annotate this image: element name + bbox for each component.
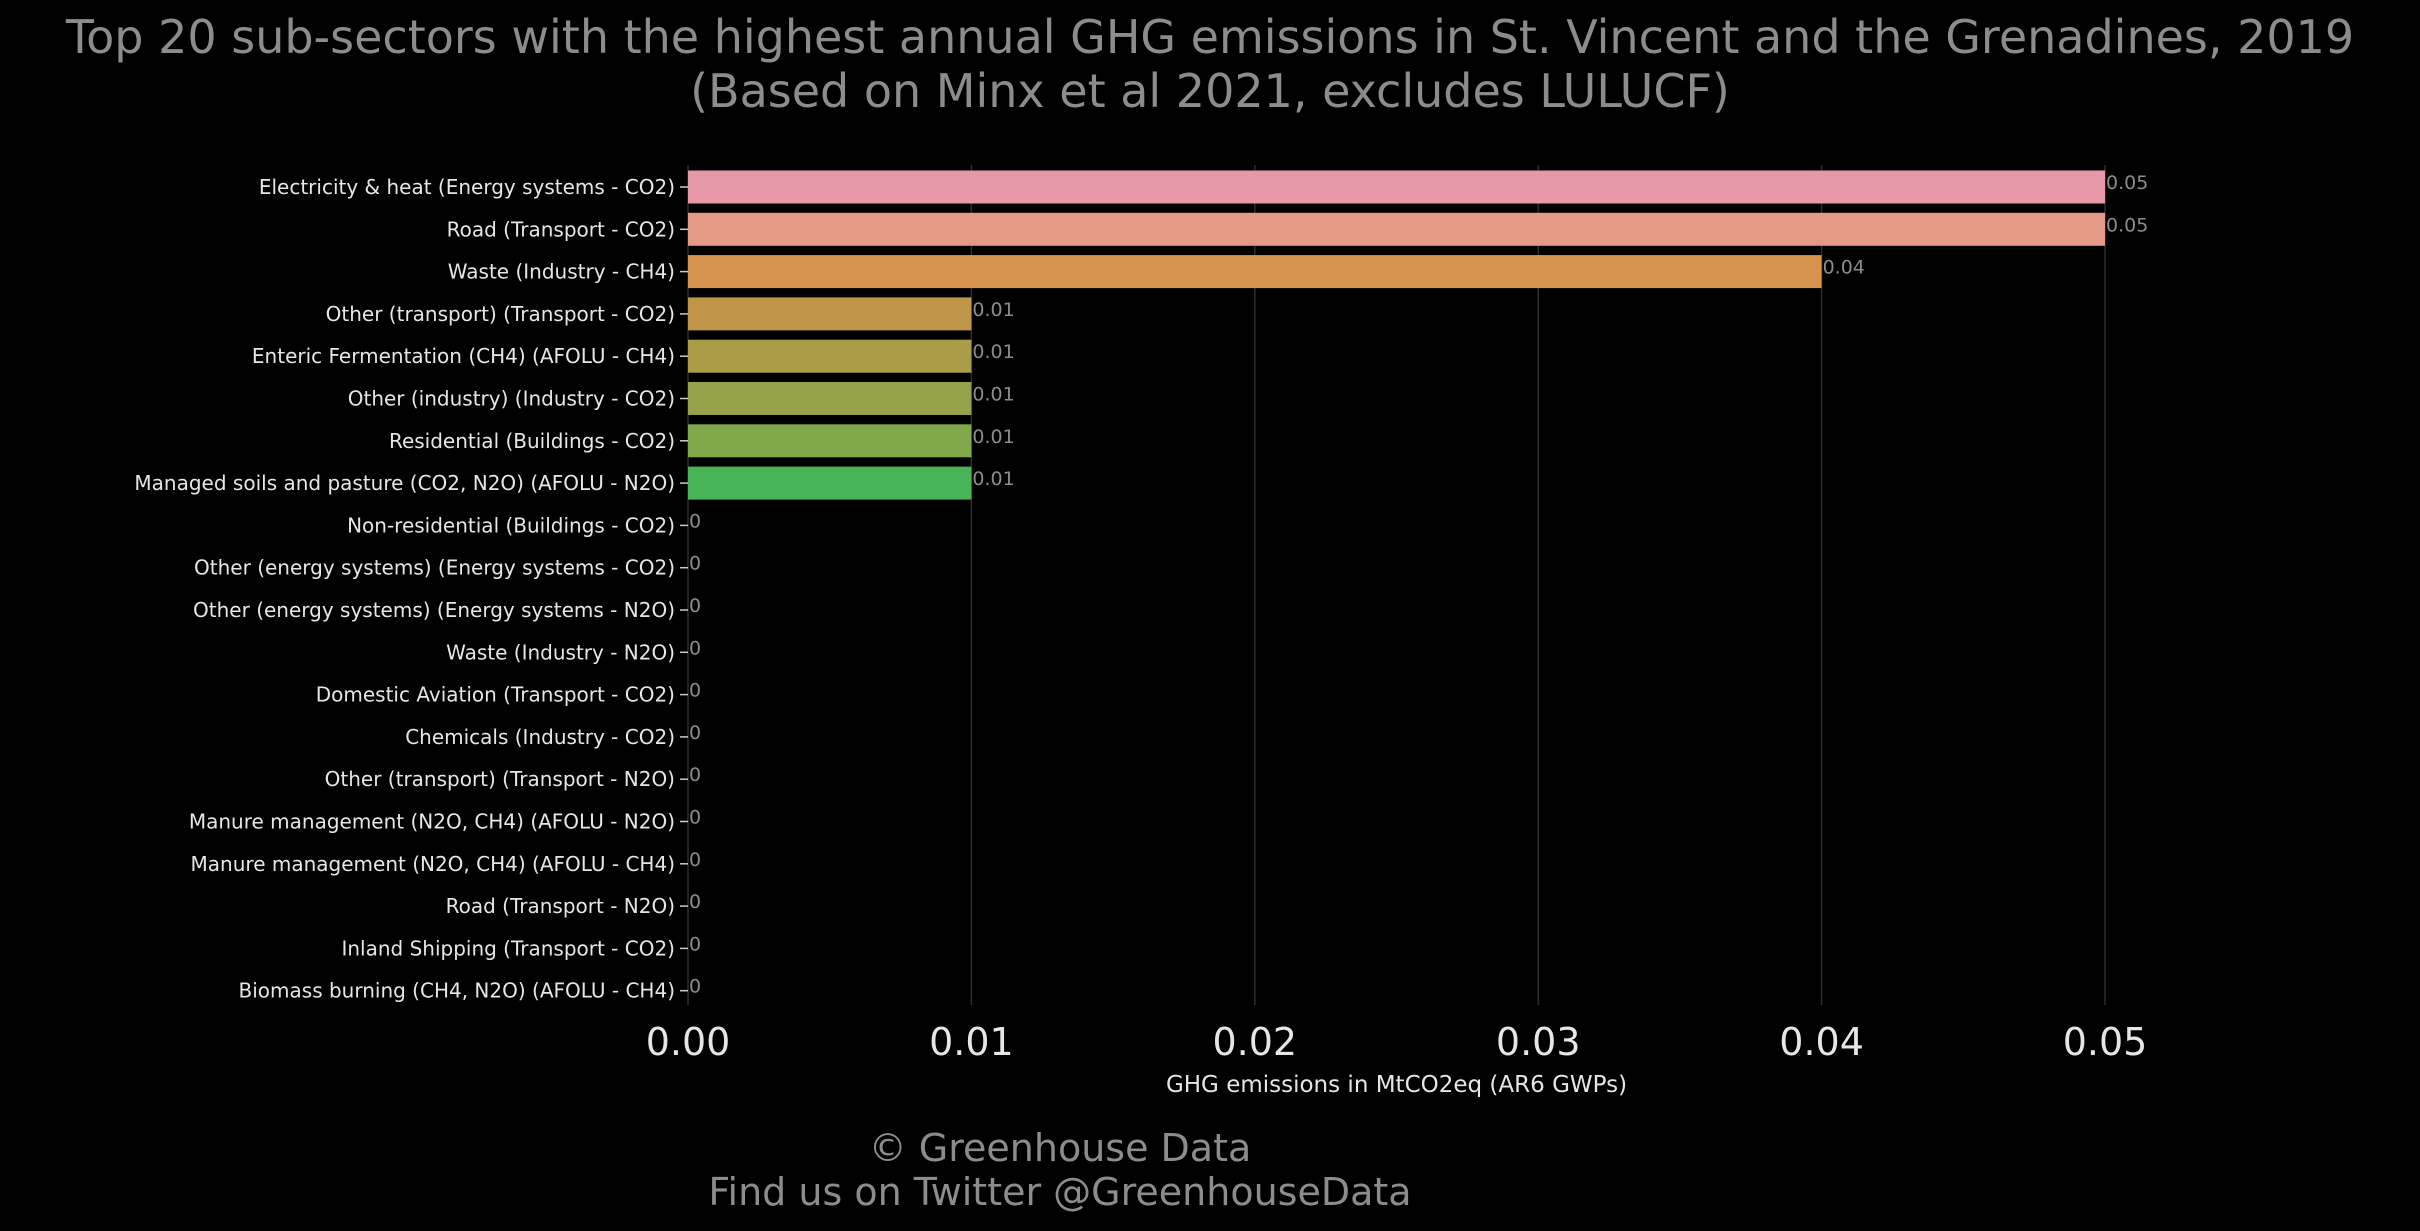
- value-label: 0: [689, 510, 701, 532]
- value-label: 0: [689, 553, 701, 575]
- bar: [688, 382, 972, 415]
- category-label: Manure management (N2O, CH4) (AFOLU - N2…: [189, 810, 675, 834]
- category-label: Non-residential (Buildings - CO2): [347, 513, 675, 537]
- category-label: Waste (Industry - CH4): [448, 260, 675, 284]
- twitter-footer: Find us on Twitter @GreenhouseData: [708, 1170, 1412, 1214]
- bar: [688, 466, 972, 500]
- bar: [688, 424, 972, 458]
- category-label: Road (Transport - N2O): [446, 894, 675, 918]
- value-label: 0.05: [2106, 214, 2148, 236]
- copyright-footer: © Greenhouse Data: [868, 1126, 1252, 1170]
- category-label: Electricity & heat (Energy systems - CO2…: [259, 175, 675, 199]
- category-label: Chemicals (Industry - CO2): [405, 725, 675, 749]
- value-label: 0.05: [2106, 172, 2148, 194]
- category-label: Inland Shipping (Transport - CO2): [341, 936, 675, 960]
- category-label: Manure management (N2O, CH4) (AFOLU - CH…: [191, 852, 675, 876]
- category-label: Other (energy systems) (Energy systems -…: [194, 556, 675, 580]
- value-label: 0.04: [1823, 257, 1865, 279]
- x-tick-label: 0.02: [1212, 1020, 1297, 1064]
- x-axis-label: GHG emissions in MtCO2eq (AR6 GWPs): [1166, 1072, 1627, 1098]
- bar: [688, 297, 972, 331]
- x-tick-label: 0.04: [1779, 1020, 1864, 1064]
- category-label: Residential (Buildings - CO2): [389, 429, 675, 453]
- value-label: 0.01: [972, 468, 1014, 490]
- value-label: 0: [689, 764, 701, 786]
- value-label: 0: [689, 722, 701, 744]
- x-tick-label: 0.01: [929, 1020, 1014, 1064]
- category-label: Managed soils and pasture (CO2, N2O) (AF…: [134, 471, 675, 495]
- x-tick-label: 0.05: [2063, 1020, 2148, 1064]
- category-label: Waste (Industry - N2O): [446, 640, 675, 664]
- value-label: 0.01: [972, 341, 1014, 363]
- value-label: 0: [689, 637, 701, 659]
- value-label: 0.01: [972, 299, 1014, 321]
- category-label: Other (energy systems) (Energy systems -…: [193, 598, 675, 622]
- value-label: 0: [689, 680, 701, 702]
- value-label: 0: [689, 976, 701, 998]
- category-label: Domestic Aviation (Transport - CO2): [316, 683, 675, 707]
- chart-subtitle: (Based on Minx et al 2021, excludes LULU…: [690, 64, 1730, 118]
- value-label: 0: [689, 849, 701, 871]
- chart-title: Top 20 sub-sectors with the highest annu…: [65, 10, 2355, 64]
- category-label: Road (Transport - CO2): [447, 217, 675, 241]
- category-label: Biomass burning (CH4, N2O) (AFOLU - CH4): [239, 979, 675, 1003]
- value-label: 0: [689, 933, 701, 955]
- bar: [688, 212, 2105, 246]
- bar: [688, 339, 972, 373]
- category-label: Other (transport) (Transport - N2O): [325, 767, 675, 791]
- bar: [688, 255, 1822, 289]
- category-label: Other (industry) (Industry - CO2): [348, 387, 675, 411]
- value-label: 0: [689, 891, 701, 913]
- value-label: 0: [689, 807, 701, 829]
- x-tick-label: 0.03: [1496, 1020, 1581, 1064]
- x-tick-label: 0.00: [646, 1020, 731, 1064]
- value-label: 0.01: [972, 384, 1014, 406]
- value-label: 0.01: [972, 426, 1014, 448]
- category-label: Other (transport) (Transport - CO2): [326, 302, 675, 326]
- bar: [688, 170, 2105, 204]
- category-label: Enteric Fermentation (CH4) (AFOLU - CH4): [252, 344, 675, 368]
- value-label: 0: [689, 595, 701, 617]
